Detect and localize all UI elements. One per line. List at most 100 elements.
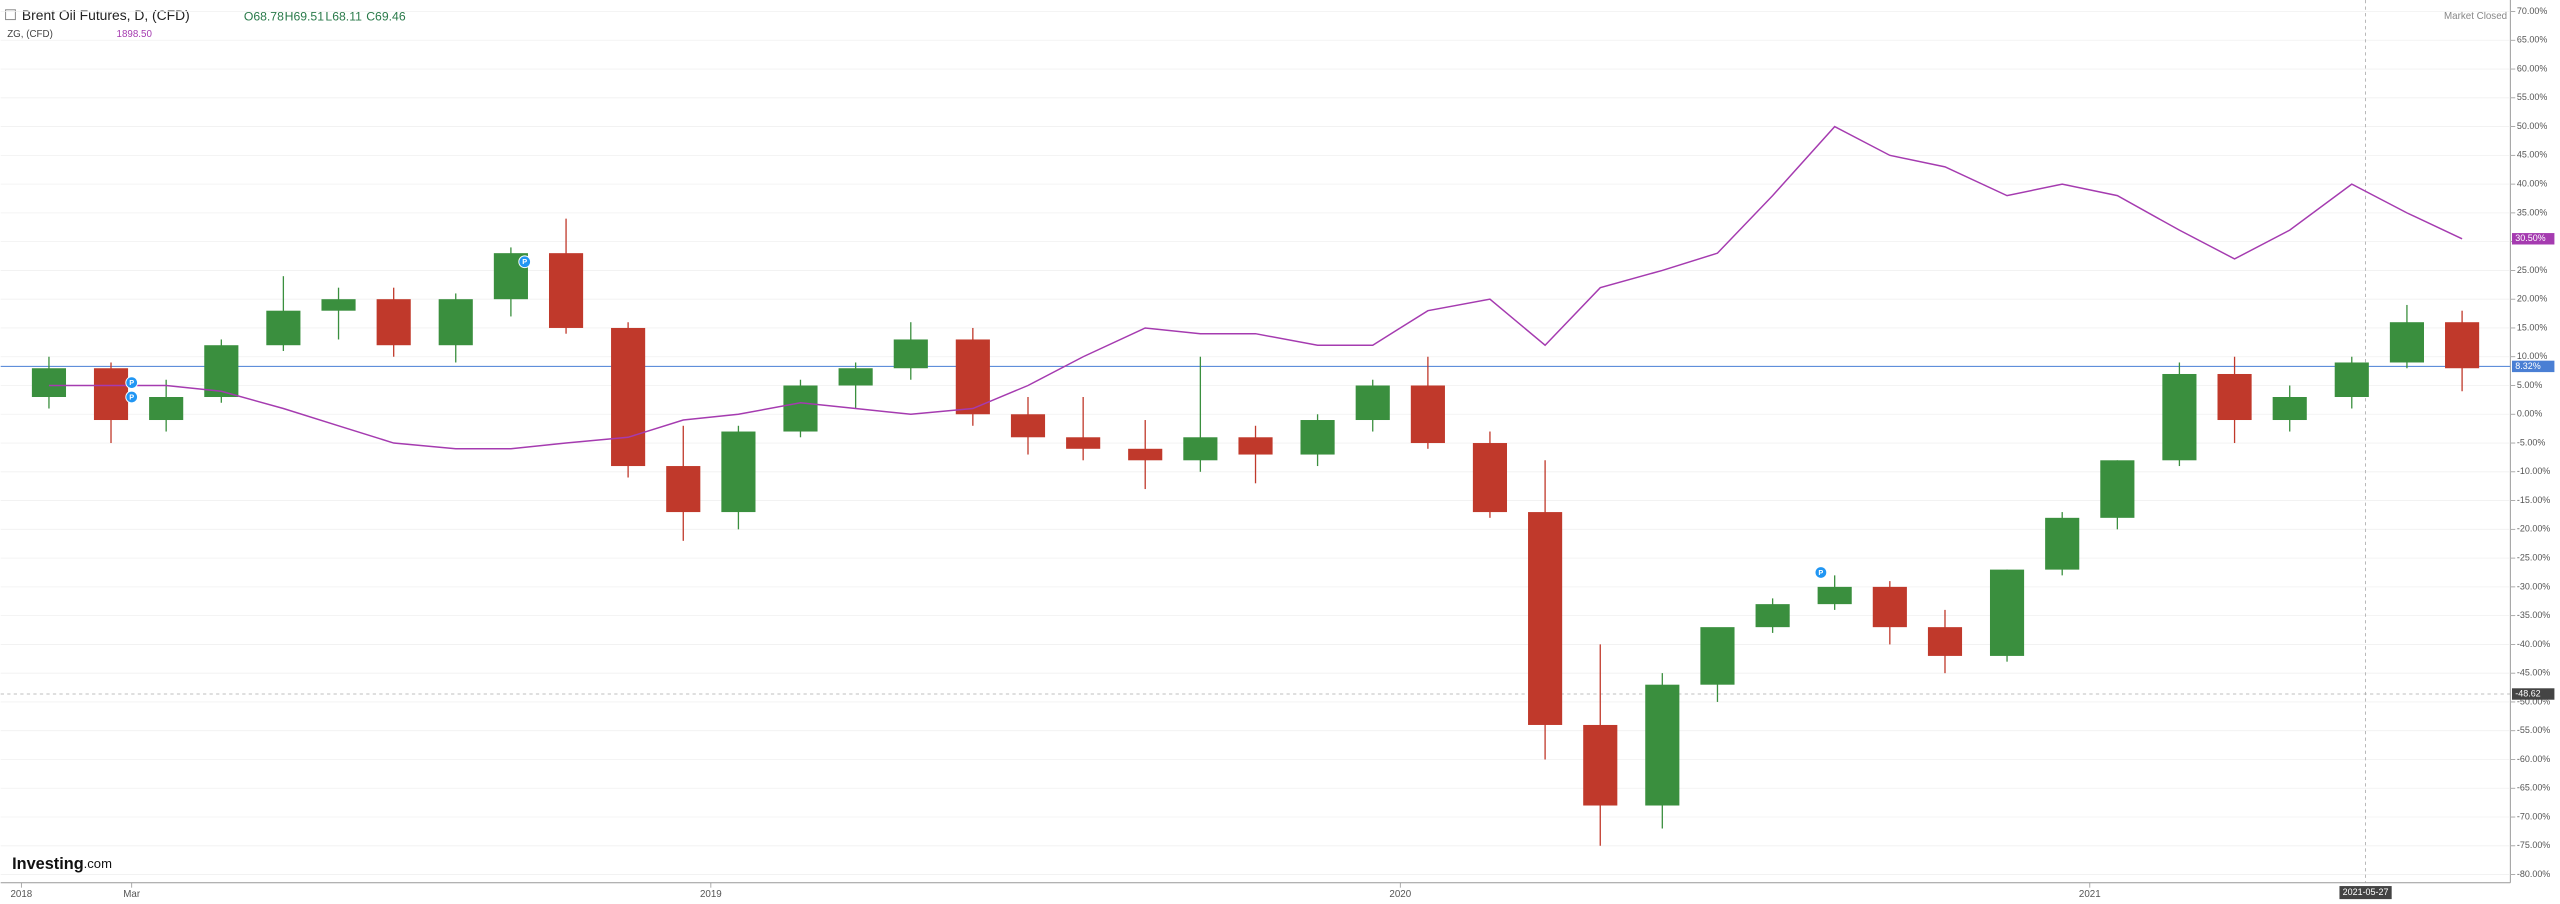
event-label: P bbox=[129, 378, 134, 387]
candle-body bbox=[2162, 373, 2197, 461]
y-tick-label: -80.00% bbox=[2517, 869, 2550, 879]
candle-body bbox=[31, 368, 67, 398]
event-label: P bbox=[522, 257, 527, 266]
event-marker bbox=[125, 390, 139, 404]
x-tick-label: 2020 bbox=[1389, 889, 1411, 900]
y-tick-label: 55.00% bbox=[2517, 92, 2547, 102]
candle-body bbox=[1410, 385, 1445, 444]
compare-line bbox=[48, 125, 2463, 450]
y-tick-label: -30.00% bbox=[2517, 581, 2550, 591]
brand-logo: Investing.com bbox=[12, 855, 112, 873]
y-tick-label: 40.00% bbox=[2517, 178, 2547, 188]
y-tick-label: -40.00% bbox=[2517, 639, 2550, 649]
y-tick-label: -20.00% bbox=[2517, 524, 2550, 534]
compare-tag: 30.50% bbox=[2515, 233, 2545, 243]
candle-body bbox=[548, 253, 584, 328]
price-tag-bg bbox=[2511, 360, 2555, 373]
candle-body bbox=[1872, 586, 1907, 628]
candle-body bbox=[1066, 437, 1101, 449]
candle-body bbox=[1927, 627, 1963, 656]
y-tick-label: 35.00% bbox=[2517, 207, 2547, 217]
candle-body bbox=[2389, 322, 2424, 363]
candle-body bbox=[2445, 322, 2480, 369]
candle-body bbox=[1989, 569, 2025, 656]
crosshair-y-tag: -48.62 bbox=[2515, 688, 2540, 698]
candle-body bbox=[204, 345, 239, 398]
event-marker bbox=[518, 255, 532, 269]
y-tick-label: -50.00% bbox=[2517, 696, 2550, 706]
candle-body bbox=[783, 385, 818, 432]
event-marker bbox=[1814, 566, 1828, 579]
y-tick-label: 60.00% bbox=[2517, 63, 2547, 73]
y-tick-label: 70.00% bbox=[2517, 6, 2547, 16]
chart-title: Brent Oil Futures, D, (CFD) bbox=[22, 7, 190, 23]
candle-body bbox=[1010, 414, 1046, 438]
candle-body bbox=[893, 339, 928, 369]
x-tick-label: Mar bbox=[123, 889, 141, 900]
candle-body bbox=[2045, 517, 2080, 570]
compare-value: 1898.50 bbox=[117, 29, 153, 40]
market-status: Market Closed bbox=[2444, 11, 2507, 22]
compare-tag-bg bbox=[2511, 233, 2555, 245]
candle-body bbox=[838, 368, 873, 386]
candle-body bbox=[2272, 397, 2307, 421]
candle-body bbox=[1817, 586, 1852, 605]
x-tick-label: 2019 bbox=[700, 889, 722, 900]
y-tick-label: 20.00% bbox=[2517, 294, 2547, 304]
candle-body bbox=[1472, 443, 1508, 513]
candle-body bbox=[1238, 437, 1273, 455]
price-tag: 8.32% bbox=[2515, 361, 2540, 371]
candle-body bbox=[1300, 420, 1335, 455]
event-marker bbox=[125, 376, 139, 389]
event-label: P bbox=[129, 392, 134, 401]
compare-title: ZG, (CFD) bbox=[7, 29, 53, 40]
x-tick-label: 2021 bbox=[2079, 889, 2101, 900]
collapse-icon[interactable] bbox=[5, 9, 16, 21]
ohlc-low: L68.11 bbox=[325, 9, 362, 23]
candle-body bbox=[2334, 362, 2369, 398]
y-tick-label: 10.00% bbox=[2517, 351, 2547, 361]
crosshair-y-tag-bg bbox=[2511, 688, 2555, 700]
candle-body bbox=[376, 299, 411, 346]
candle-body bbox=[1528, 512, 1563, 725]
candle-body bbox=[321, 299, 356, 311]
candle-body bbox=[721, 431, 756, 513]
ohlc-high: H69.51 bbox=[285, 9, 325, 23]
grid bbox=[0, 11, 2511, 875]
candle-body bbox=[1128, 448, 1163, 461]
candle-body bbox=[1183, 437, 1218, 461]
candle-body bbox=[1355, 385, 1390, 421]
candle-body bbox=[266, 310, 301, 346]
candle-body bbox=[1755, 604, 1790, 628]
candle-body bbox=[1645, 684, 1680, 806]
y-tick-label: -25.00% bbox=[2517, 552, 2550, 562]
y-tick-label: -70.00% bbox=[2517, 811, 2550, 821]
y-tick-label: -60.00% bbox=[2517, 754, 2550, 764]
y-tick-label: -10.00% bbox=[2517, 466, 2550, 476]
crosshair-x-tag: 2021-05-27 bbox=[2343, 887, 2389, 897]
candle-body bbox=[611, 327, 646, 467]
y-tick-label: -15.00% bbox=[2517, 495, 2550, 505]
y-tick-label: -35.00% bbox=[2517, 610, 2550, 620]
y-tick-label: -55.00% bbox=[2517, 725, 2550, 735]
event-label: P bbox=[1818, 568, 1823, 577]
y-tick-label: -5.00% bbox=[2517, 437, 2545, 447]
y-tick-label: 25.00% bbox=[2517, 265, 2547, 275]
brand-suffix: .com bbox=[84, 856, 112, 871]
crosshair-x-tag-bg bbox=[2339, 886, 2392, 900]
x-tick-label: 2018 bbox=[10, 889, 32, 900]
y-tick-label: -75.00% bbox=[2517, 840, 2550, 850]
y-tick-label: 0.00% bbox=[2517, 409, 2542, 419]
candle-body bbox=[955, 339, 990, 415]
y-tick-label: 65.00% bbox=[2517, 35, 2547, 45]
candle-body bbox=[1583, 724, 1618, 806]
y-tick-label: -65.00% bbox=[2517, 783, 2550, 793]
brand-name: Investing bbox=[12, 855, 84, 873]
candle-body bbox=[438, 299, 473, 346]
candle-body bbox=[2217, 373, 2252, 421]
ohlc-open: O68.78 bbox=[244, 9, 284, 23]
candle-body bbox=[1700, 627, 1735, 685]
candle-body bbox=[666, 466, 701, 513]
ohlc-close: C69.46 bbox=[366, 9, 406, 23]
